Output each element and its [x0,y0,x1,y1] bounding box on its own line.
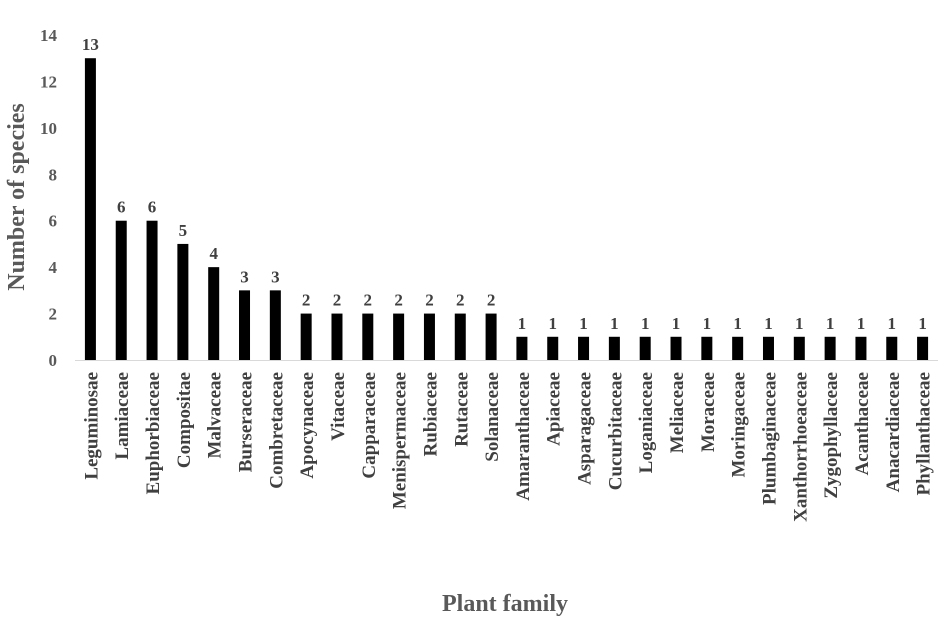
bar [269,290,281,360]
bar [578,336,590,360]
data-label: 1 [579,314,588,333]
category-labels: Leguminosae Lamiaceae Euphorbiaceae Composi… [81,372,934,522]
data-label: 13 [82,35,99,54]
data-label: 2 [302,291,311,310]
data-label: 6 [148,198,157,217]
data-label: 2 [487,291,496,310]
bar [917,336,929,360]
y-axis-ticks: 0 2 4 6 8 10 12 14 [40,26,58,370]
bar [886,336,898,360]
y-tick-label: 0 [49,351,58,370]
bar [639,336,651,360]
category-label: Meliaceae [667,372,688,453]
data-label: 5 [179,221,188,240]
category-label: Moraceae [698,372,719,452]
data-label: 3 [240,267,249,286]
data-label: 2 [333,291,342,310]
category-label: Rubiaceae [420,372,441,456]
y-tick-label: 8 [49,165,58,184]
category-label: Asparagaceae [575,372,596,485]
bar [824,336,836,360]
y-axis-title: Number of species [4,103,30,291]
category-label: Menispermaceae [390,372,411,509]
bar [670,336,682,360]
category-label: Apocynaceae [297,372,318,479]
bar [423,313,435,360]
data-label: 1 [826,314,835,333]
data-label: 1 [641,314,650,333]
data-label: 3 [271,267,280,286]
category-label: Burseraceae [236,372,257,472]
data-label: 1 [795,314,804,333]
category-label: Phyllanthaceae [914,372,935,496]
bar [239,290,251,360]
category-label: Cucurbitaceae [605,372,626,490]
bar [855,336,867,360]
data-label: 1 [548,314,557,333]
category-label: Combretaceae [266,372,287,489]
category-label: Plumbaginaceae [759,372,780,505]
bar [146,220,158,360]
bar [454,313,466,360]
bar [701,336,713,360]
data-label: 1 [857,314,866,333]
category-label: Vitaceae [328,372,349,441]
data-label: 2 [364,291,373,310]
y-tick-label: 12 [40,72,57,91]
category-label: Xanthorrhoeaceae [790,372,811,522]
x-axis-title: Plant family [442,591,568,617]
category-label: Solanaceae [482,372,503,462]
data-label: 1 [888,314,897,333]
bar [84,58,96,360]
bar [362,313,374,360]
data-label: 4 [209,244,218,263]
bar [177,243,189,360]
bar [208,267,220,360]
bar [331,313,343,360]
category-label: Anacardiaceae [883,372,904,492]
y-tick-label: 6 [49,212,58,231]
bar [547,336,559,360]
category-label: Compositae [174,372,195,468]
category-label: Rutaceae [451,372,472,447]
data-label: 1 [733,314,742,333]
bar [608,336,620,360]
category-label: Moringaceae [729,372,750,478]
data-labels: 13 6 6 5 4 3 3 2 2 2 2 2 2 2 1 1 1 1 1 1 1 1 1 1 1 1 1 1 [82,35,927,333]
data-label: 1 [918,314,927,333]
y-tick-label: 4 [49,258,58,277]
category-label: Amaranthaceae [513,372,534,501]
bar [732,336,744,360]
bar [115,220,127,360]
category-label: Apiaceae [544,372,565,446]
data-label: 2 [394,291,403,310]
data-label: 2 [425,291,434,310]
category-label: Leguminosae [81,372,102,480]
y-tick-label: 10 [40,119,57,138]
bar [300,313,312,360]
category-label: Zygophyllaceae [821,372,842,499]
bar [793,336,805,360]
category-label: Malvaceae [205,372,226,459]
data-label: 1 [610,314,619,333]
data-label: 6 [117,198,126,217]
data-label: 2 [456,291,465,310]
bars [84,58,929,360]
data-label: 1 [703,314,712,333]
bar [516,336,528,360]
y-tick-label: 2 [49,305,58,324]
data-label: 1 [672,314,681,333]
bar [393,313,405,360]
category-label: Loganiaceae [636,372,657,473]
y-tick-label: 14 [40,26,58,45]
category-label: Lamiaceae [112,372,133,460]
category-label: Acanthaceae [852,372,873,475]
category-label: Euphorbiaceae [143,372,164,494]
bar [762,336,774,360]
category-label: Capparaceae [359,372,380,479]
bar [485,313,497,360]
data-label: 1 [518,314,527,333]
data-label: 1 [764,314,773,333]
